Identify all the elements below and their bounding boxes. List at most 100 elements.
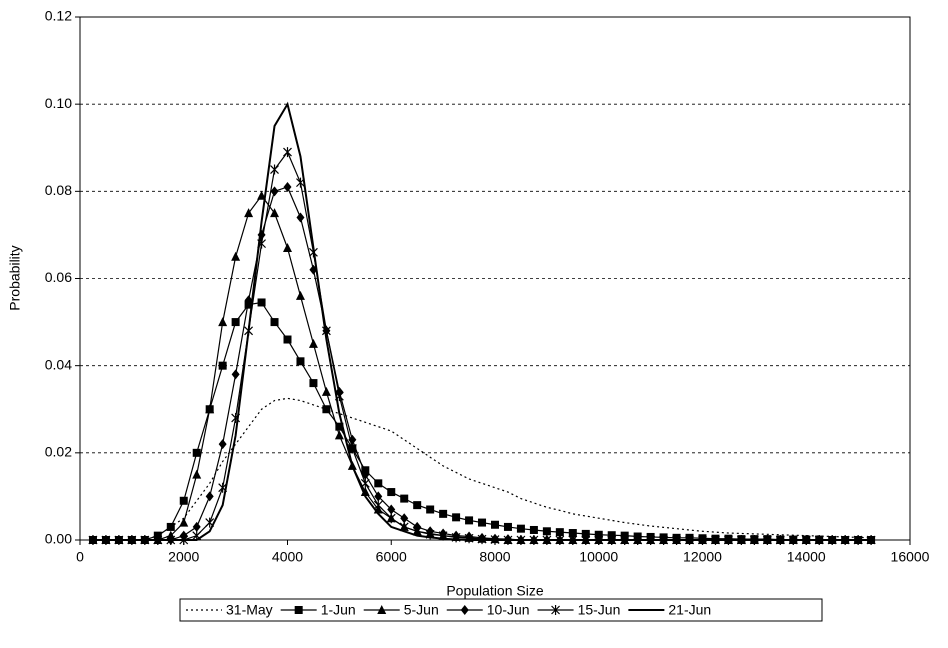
y-tick-label: 0.04 — [45, 356, 72, 372]
marker — [322, 405, 331, 414]
marker — [334, 430, 344, 440]
series-line — [92, 186, 872, 541]
legend-item: 1-Jun — [280, 602, 356, 618]
marker — [179, 517, 189, 527]
marker — [321, 386, 331, 396]
marker — [218, 361, 227, 370]
series-line — [92, 150, 872, 541]
marker — [335, 422, 344, 431]
marker — [270, 208, 280, 218]
x-tick-label: 8000 — [479, 549, 510, 565]
marker — [516, 524, 525, 533]
x-tick-label: 12000 — [683, 549, 722, 565]
marker — [166, 522, 175, 531]
legend-marker — [551, 605, 560, 615]
legend-box — [179, 598, 823, 622]
marker — [218, 317, 228, 327]
marker — [309, 379, 318, 388]
marker — [283, 181, 292, 192]
marker — [374, 479, 383, 488]
marker — [231, 251, 241, 261]
y-tick-label: 0.06 — [45, 269, 72, 285]
marker — [413, 501, 422, 510]
marker — [179, 496, 188, 505]
marker — [491, 520, 499, 529]
marker — [503, 522, 512, 531]
marker — [360, 487, 370, 497]
marker — [360, 478, 370, 489]
marker — [283, 335, 292, 344]
x-axis-label: Population Size — [446, 583, 544, 599]
marker — [866, 535, 876, 545]
marker — [426, 505, 435, 514]
marker — [205, 491, 214, 502]
marker — [295, 290, 305, 300]
marker — [270, 164, 279, 175]
marker — [374, 491, 383, 502]
legend-item: 5-Jun — [363, 602, 439, 618]
marker — [308, 338, 318, 348]
marker — [296, 212, 305, 223]
marker — [594, 530, 603, 539]
marker — [542, 527, 551, 536]
marker — [581, 529, 590, 538]
marker — [555, 528, 564, 537]
legend-label: 5-Jun — [404, 602, 439, 618]
legend-item: 15-Jun — [537, 602, 620, 618]
legend-item: 31-May — [186, 602, 273, 618]
marker — [205, 404, 215, 414]
marker — [373, 500, 383, 511]
legend-item: 10-Jun — [446, 602, 530, 618]
series-line — [92, 101, 872, 541]
marker — [283, 147, 292, 158]
marker — [192, 448, 201, 457]
marker — [465, 516, 474, 525]
y-tick-label: 0.00 — [45, 531, 72, 547]
x-tick-label: 4000 — [272, 549, 303, 565]
marker — [568, 529, 577, 538]
marker — [452, 513, 461, 522]
legend-marker — [460, 605, 469, 615]
y-tick-label: 0.02 — [45, 444, 72, 460]
marker — [387, 488, 396, 497]
marker — [400, 513, 409, 524]
legend-label: 10-Jun — [487, 602, 530, 618]
marker — [192, 521, 201, 532]
marker — [270, 186, 279, 197]
legend-label: 1-Jun — [321, 602, 356, 618]
marker — [387, 504, 396, 515]
x-tick-label: 16000 — [891, 549, 930, 565]
x-tick-label: 2000 — [168, 549, 199, 565]
marker — [218, 439, 227, 450]
marker — [478, 518, 487, 527]
x-tick-label: 0 — [76, 549, 84, 565]
marker — [192, 469, 202, 479]
y-axis-label: Probability — [7, 245, 23, 310]
marker — [386, 513, 396, 524]
marker — [257, 298, 266, 307]
marker — [231, 318, 240, 327]
marker — [257, 190, 267, 200]
series-line — [92, 301, 872, 541]
legend-marker — [377, 605, 387, 614]
series-line — [92, 397, 872, 541]
x-tick-label: 6000 — [376, 549, 407, 565]
marker — [231, 369, 240, 380]
marker — [439, 509, 448, 518]
y-tick-label: 0.12 — [45, 8, 72, 24]
x-tick-label: 10000 — [579, 549, 618, 565]
legend-marker — [294, 606, 303, 614]
marker — [400, 494, 409, 503]
legend-label: 21-Jun — [668, 602, 711, 618]
marker — [244, 295, 253, 306]
marker — [88, 535, 98, 545]
series-line — [92, 194, 872, 541]
marker — [296, 357, 305, 366]
legend-item: 21-Jun — [628, 602, 711, 618]
marker — [283, 242, 292, 252]
marker — [244, 208, 254, 218]
marker — [270, 318, 279, 327]
x-tick-label: 14000 — [787, 549, 826, 565]
